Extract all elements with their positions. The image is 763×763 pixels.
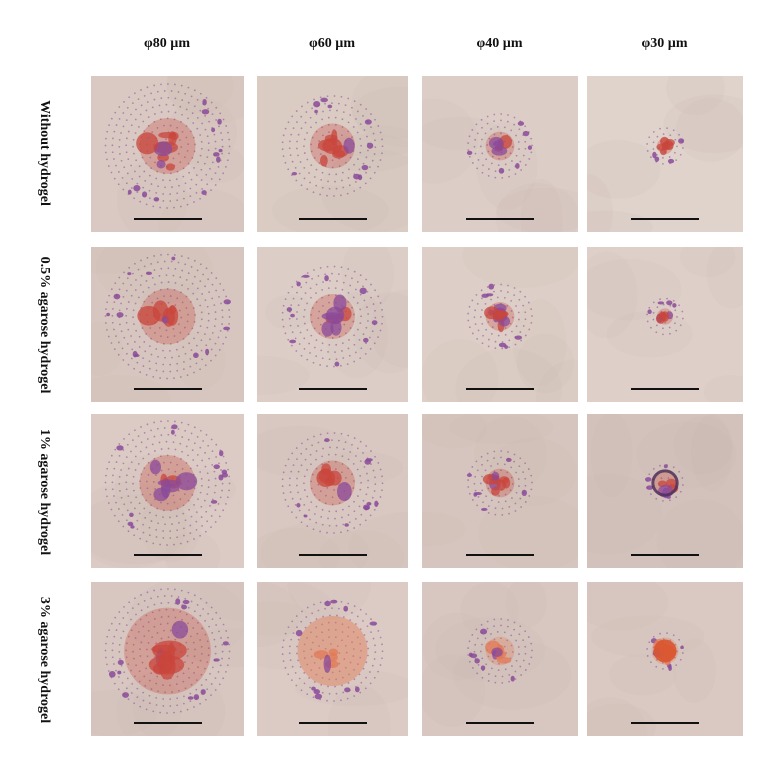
scale-bar bbox=[133, 218, 202, 220]
scale-bar bbox=[298, 218, 367, 220]
micrograph-image bbox=[257, 425, 408, 568]
scale-bar bbox=[466, 218, 534, 220]
micrograph-panel bbox=[587, 247, 743, 402]
micrograph-image bbox=[422, 247, 578, 402]
row-label-3-agarose: 3% agarose hydrogel bbox=[37, 596, 52, 724]
micrograph-image bbox=[422, 414, 578, 568]
row-label-1-agarose: 1% agarose hydrogel bbox=[37, 428, 52, 556]
column-label-phi40: φ40 µm bbox=[476, 36, 523, 51]
row-label-without-hydrogel: Without hydrogel bbox=[37, 100, 52, 206]
column-label-phi80: φ80 µm bbox=[144, 36, 190, 51]
scale-bar bbox=[631, 722, 699, 724]
micrograph-image bbox=[104, 76, 244, 232]
micrograph-panel bbox=[91, 414, 244, 568]
scale-bar bbox=[631, 218, 699, 220]
scale-bar bbox=[298, 388, 367, 390]
scale-bar bbox=[298, 554, 367, 556]
micrograph-image bbox=[257, 582, 408, 736]
micrograph-image bbox=[422, 582, 572, 727]
scale-bar bbox=[466, 554, 534, 556]
micrograph-image bbox=[91, 582, 244, 736]
micrograph-image bbox=[257, 247, 408, 395]
column-label-phi30: φ30 µm bbox=[641, 36, 688, 51]
micrograph-image bbox=[272, 76, 408, 232]
micrograph-image bbox=[587, 247, 743, 402]
micrograph-panel bbox=[257, 582, 408, 736]
micrograph-image bbox=[587, 414, 743, 568]
micrograph-image bbox=[587, 582, 716, 736]
row-label-05-agarose: 0.5% agarose hydrogel bbox=[37, 256, 52, 394]
micrograph-image bbox=[91, 420, 236, 568]
column-label-phi60: φ60 µm bbox=[309, 36, 355, 51]
scale-bar bbox=[298, 722, 367, 724]
micrograph-panel bbox=[257, 76, 408, 232]
micrograph-panel bbox=[587, 76, 743, 232]
micrograph-panel bbox=[587, 582, 743, 736]
micrograph-image bbox=[422, 98, 578, 232]
micrograph-panel bbox=[422, 582, 578, 736]
micrograph-image bbox=[587, 76, 743, 232]
scale-bar bbox=[631, 554, 699, 556]
scale-bar bbox=[133, 388, 202, 390]
scale-bar bbox=[133, 554, 202, 556]
micrograph-panel bbox=[257, 414, 408, 568]
scale-bar bbox=[133, 722, 202, 724]
micrograph-panel bbox=[257, 247, 408, 402]
micrograph-panel bbox=[422, 247, 578, 402]
scale-bar bbox=[631, 388, 699, 390]
micrograph-panel bbox=[587, 414, 743, 568]
scale-bar bbox=[466, 722, 534, 724]
micrograph-panel bbox=[91, 247, 244, 402]
scale-bar bbox=[466, 388, 534, 390]
micrograph-panel bbox=[91, 582, 244, 736]
micrograph-panel bbox=[422, 414, 578, 568]
micrograph-image bbox=[91, 247, 231, 402]
micrograph-panel bbox=[91, 76, 244, 232]
micrograph-panel bbox=[422, 76, 578, 232]
